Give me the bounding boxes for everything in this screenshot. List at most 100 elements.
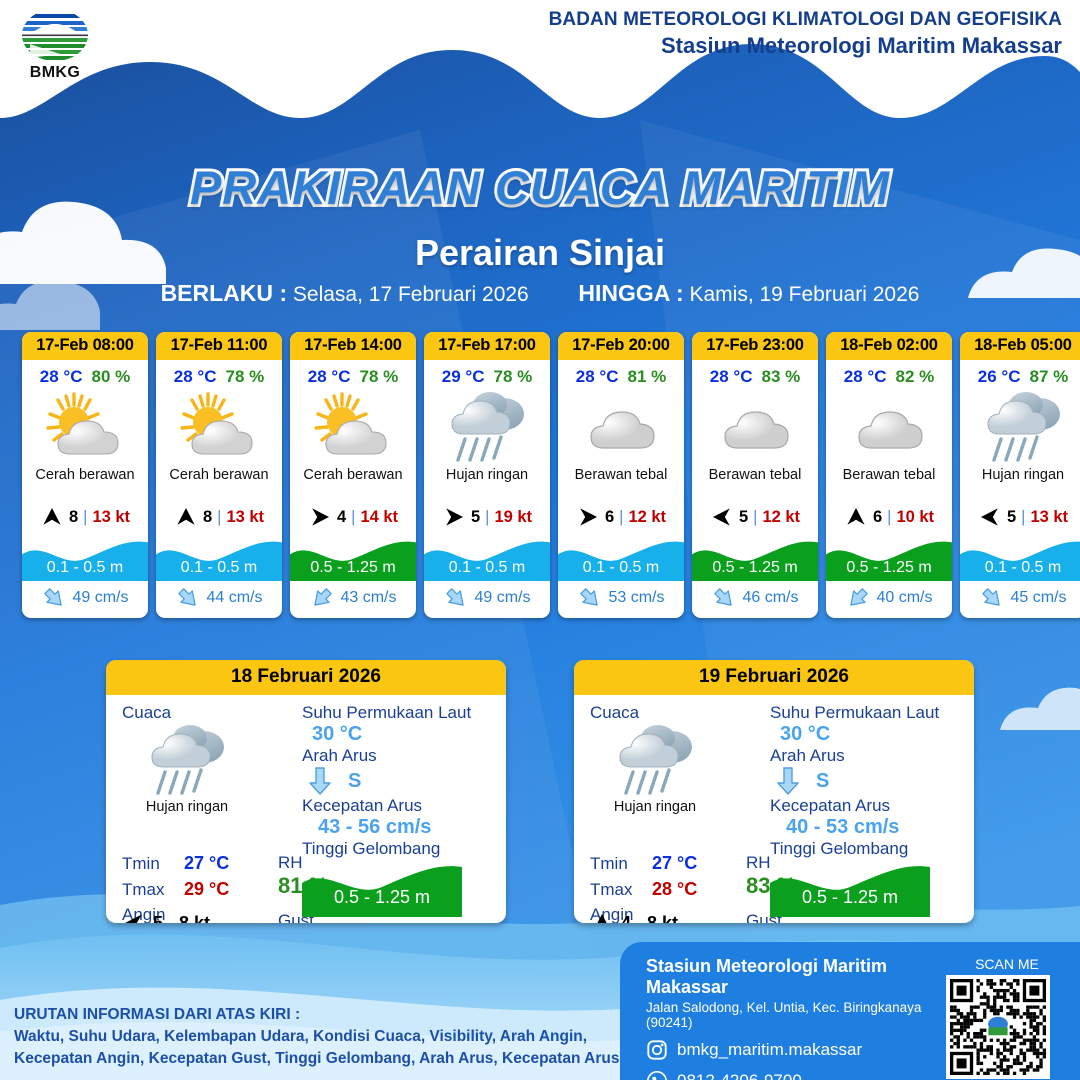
- hourly-card[interactable]: 17-Feb 20:00 28 °C 81 % Berawan tebal 6 …: [558, 332, 684, 618]
- card-time: 18-Feb 02:00: [826, 332, 952, 360]
- cloud-icon: [590, 411, 655, 449]
- daily-gelombang-value: 0.5 - 1.25 m: [801, 887, 899, 907]
- card-visibility: 5: [1006, 507, 1017, 526]
- daily-kec-value: 43 - 56 cm/s: [318, 816, 432, 838]
- card-wind-speed: 12 kt: [628, 507, 667, 526]
- sun-cloud-icon: [180, 392, 253, 455]
- card-condition: Hujan ringan: [445, 467, 529, 483]
- card-temp-humidity: 28 °C 83 %: [692, 360, 818, 389]
- daily-tmin-label: Tmin: [122, 854, 160, 873]
- card-wave-label: 0.5 - 1.25 m: [846, 559, 932, 576]
- card-wave-label: 0.1 - 0.5 m: [582, 559, 660, 576]
- card-temperature: 28 °C: [575, 367, 619, 386]
- daily-arah-value: S: [348, 769, 362, 792]
- hourly-card[interactable]: 18-Feb 05:00 26 °C 87 % Hujan ringan 5 |…: [960, 332, 1080, 618]
- rain-icon: [451, 392, 524, 462]
- contact-instagram[interactable]: bmkg_maritim.makassar: [646, 1039, 946, 1061]
- card-temperature: 28 °C: [843, 367, 887, 386]
- daily-gelombang-value: 0.5 - 1.25 m: [333, 887, 431, 907]
- card-wind-speed: 13 kt: [92, 507, 131, 526]
- daily-angin-value-row: 5 - 8 kt: [122, 911, 210, 923]
- daily-gelombang-label: Tinggi Gelombang: [302, 839, 441, 858]
- station-name: Stasiun Meteorologi Maritim Makassar: [661, 33, 1062, 59]
- wind-direction-S-icon: [177, 508, 195, 525]
- card-visibility: 8: [68, 507, 79, 526]
- card-humidity: 78 %: [359, 367, 399, 386]
- card-visibility: 4: [336, 507, 347, 526]
- daily-sst-value: 30 °C: [780, 723, 831, 745]
- card-time: 17-Feb 20:00: [558, 332, 684, 360]
- card-current: 43 cm/s: [290, 581, 416, 618]
- current-direction-SE-icon: [982, 588, 1001, 606]
- hourly-card[interactable]: 17-Feb 08:00 28 °C 80 % Cerah berawan 8 …: [22, 332, 148, 618]
- daily-card[interactable]: 18 Februari 2026 Cuaca Hujan ringan Tmin…: [106, 660, 506, 923]
- card-time: 17-Feb 08:00: [22, 332, 148, 360]
- card-time: 17-Feb 23:00: [692, 332, 818, 360]
- daily-card[interactable]: 19 Februari 2026 Cuaca Hujan ringan Tmin…: [574, 660, 974, 923]
- instagram-icon: [647, 1040, 667, 1060]
- rain-icon: [619, 725, 692, 795]
- card-visibility: 8: [202, 507, 213, 526]
- card-temperature: 28 °C: [39, 367, 83, 386]
- card-wave-label: 0.5 - 1.25 m: [310, 559, 396, 576]
- daily-weather-icon: [122, 723, 252, 797]
- wind-direction-S-icon: [43, 508, 61, 525]
- card-wind: 8 | 13 kt: [22, 505, 148, 529]
- daily-tmax-label: Tmax: [122, 880, 165, 899]
- card-wind-speed: 13 kt: [1030, 507, 1069, 526]
- daily-cuaca-label: Cuaca: [122, 703, 172, 722]
- hourly-card[interactable]: 17-Feb 17:00 29 °C 78 % Hujan ringan 5 |…: [424, 332, 550, 618]
- card-condition: Berawan tebal: [574, 467, 668, 483]
- valid-from-value: Selasa, 17 Februari 2026: [292, 283, 529, 306]
- hourly-card[interactable]: 17-Feb 23:00 28 °C 83 % Berawan tebal 5 …: [692, 332, 818, 618]
- bmkg-logo: BMKG: [12, 8, 98, 82]
- page-title: PRAKIRAAN CUACA MARITIM: [187, 158, 892, 217]
- card-current-speed: 49 cm/s: [474, 589, 531, 606]
- daily-tmin-value: 27 °C: [652, 853, 698, 873]
- card-condition: Cerah berawan: [35, 467, 135, 483]
- wind-direction-E-icon: [980, 508, 998, 526]
- region-title: Perairan Sinjai: [414, 232, 666, 273]
- card-visibility: 6: [604, 507, 615, 526]
- daily-angin-value-row: 4 - 8 kt: [590, 911, 678, 923]
- card-weather-icon: [290, 389, 416, 465]
- hourly-card[interactable]: 17-Feb 14:00 28 °C 78 % Cerah berawan 4 …: [290, 332, 416, 618]
- daily-arah-row: S: [302, 766, 498, 796]
- valid-until-value: Kamis, 19 Februari 2026: [689, 283, 920, 306]
- card-wave-height: 0.1 - 0.5 m: [960, 535, 1080, 581]
- hourly-card[interactable]: 18-Feb 02:00 28 °C 82 % Berawan tebal 6 …: [826, 332, 952, 618]
- daily-tmin-label: Tmin: [590, 854, 628, 873]
- card-temperature: 28 °C: [307, 367, 351, 386]
- phone-number: 0812-4206-9700: [677, 1071, 802, 1090]
- card-wind-speed: 13 kt: [226, 507, 265, 526]
- card-current-speed: 45 cm/s: [1010, 589, 1067, 606]
- card-weather-icon: [558, 389, 684, 465]
- daily-arah-label: Arah Arus: [770, 746, 845, 765]
- daily-sst-label: Suhu Permukaan Laut: [302, 703, 472, 722]
- card-condition: Cerah berawan: [169, 467, 269, 483]
- card-wave-height: 0.5 - 1.25 m: [290, 535, 416, 581]
- card-wind: 5 | 12 kt: [692, 505, 818, 529]
- hourly-card[interactable]: 17-Feb 11:00 28 °C 78 % Cerah berawan 8 …: [156, 332, 282, 618]
- card-current-speed: 53 cm/s: [608, 589, 665, 606]
- current-direction-SE-icon: [44, 588, 63, 606]
- cloud-icon: [858, 411, 923, 449]
- legend-line-2: Waktu, Suhu Udara, Kelembapan Udara, Kon…: [14, 1028, 588, 1045]
- card-wind: 5 | 19 kt: [424, 505, 550, 529]
- qr-code-icon[interactable]: [946, 975, 1050, 1079]
- card-current-speed: 40 cm/s: [876, 589, 933, 606]
- card-condition: Berawan tebal: [842, 467, 936, 483]
- card-condition: Cerah berawan: [303, 467, 403, 483]
- current-direction-SW-icon: [850, 588, 869, 606]
- current-direction-SE-icon: [714, 588, 733, 606]
- daily-sst-label: Suhu Permukaan Laut: [770, 703, 940, 722]
- daily-tmin-value: 27 °C: [184, 853, 230, 873]
- daily-condition: Hujan ringan: [145, 799, 229, 815]
- card-wind-speed: 10 kt: [896, 507, 935, 526]
- daily-angin-label: Angin: [122, 905, 166, 923]
- daily-rh-label: RH: [746, 853, 771, 872]
- wind-direction-W-icon: [312, 508, 329, 526]
- current-direction-SE-icon: [446, 588, 465, 606]
- card-time: 17-Feb 14:00: [290, 332, 416, 360]
- contact-phone[interactable]: 0812-4206-9700: [646, 1070, 946, 1092]
